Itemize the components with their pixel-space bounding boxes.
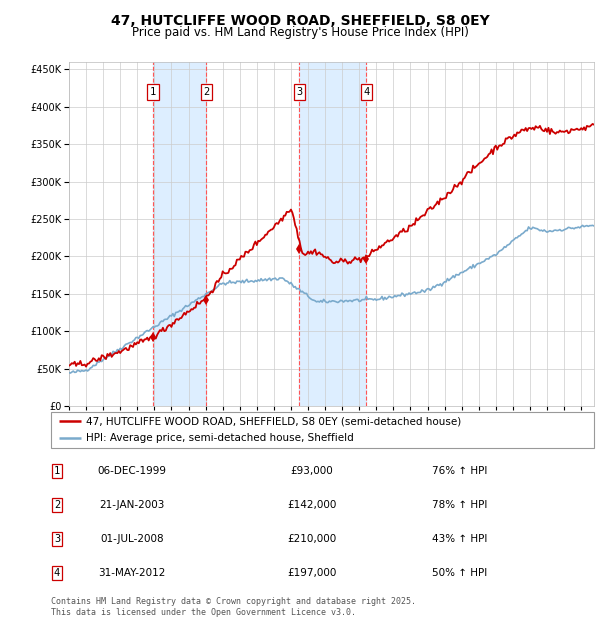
Text: 21-JAN-2003: 21-JAN-2003 — [100, 500, 164, 510]
Text: 2: 2 — [54, 500, 60, 510]
Text: 01-JUL-2008: 01-JUL-2008 — [100, 534, 164, 544]
Text: Price paid vs. HM Land Registry's House Price Index (HPI): Price paid vs. HM Land Registry's House … — [131, 26, 469, 39]
Text: £197,000: £197,000 — [287, 568, 337, 578]
Text: 47, HUTCLIFFE WOOD ROAD, SHEFFIELD, S8 0EY (semi-detached house): 47, HUTCLIFFE WOOD ROAD, SHEFFIELD, S8 0… — [86, 417, 461, 427]
Text: 1: 1 — [150, 87, 156, 97]
Bar — [153, 62, 206, 406]
Text: 43% ↑ HPI: 43% ↑ HPI — [432, 534, 487, 544]
Text: 78% ↑ HPI: 78% ↑ HPI — [432, 500, 487, 510]
Text: £210,000: £210,000 — [287, 534, 337, 544]
Text: HPI: Average price, semi-detached house, Sheffield: HPI: Average price, semi-detached house,… — [86, 433, 354, 443]
Text: £142,000: £142,000 — [287, 500, 337, 510]
FancyBboxPatch shape — [51, 412, 594, 448]
Text: 3: 3 — [54, 534, 60, 544]
Text: 47, HUTCLIFFE WOOD ROAD, SHEFFIELD, S8 0EY: 47, HUTCLIFFE WOOD ROAD, SHEFFIELD, S8 0… — [110, 14, 490, 28]
Text: 31-MAY-2012: 31-MAY-2012 — [98, 568, 166, 578]
Text: 06-DEC-1999: 06-DEC-1999 — [97, 466, 167, 476]
Text: £93,000: £93,000 — [290, 466, 334, 476]
Text: 4: 4 — [54, 568, 60, 578]
Text: 1: 1 — [54, 466, 60, 476]
Text: 76% ↑ HPI: 76% ↑ HPI — [432, 466, 487, 476]
Bar — [299, 62, 366, 406]
Text: 2: 2 — [203, 87, 209, 97]
Text: 4: 4 — [363, 87, 370, 97]
Text: 3: 3 — [296, 87, 302, 97]
Text: Contains HM Land Registry data © Crown copyright and database right 2025.
This d: Contains HM Land Registry data © Crown c… — [51, 598, 416, 617]
Text: 50% ↑ HPI: 50% ↑ HPI — [432, 568, 487, 578]
